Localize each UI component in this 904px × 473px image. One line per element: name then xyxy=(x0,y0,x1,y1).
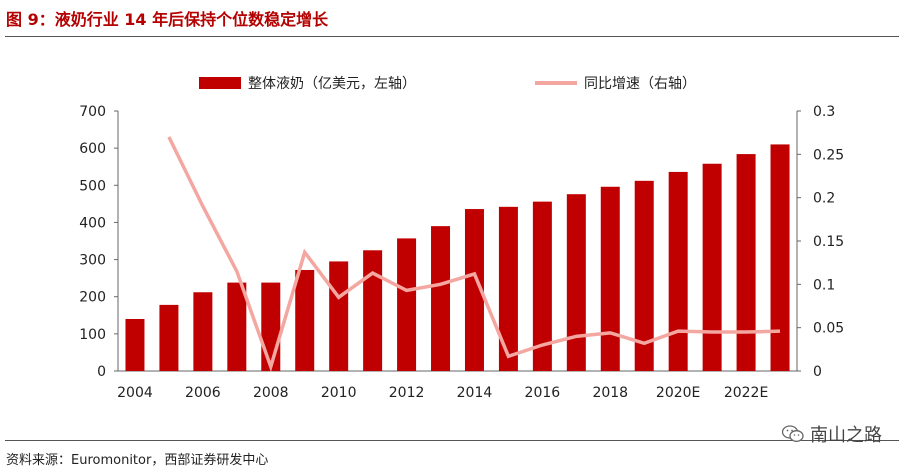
watermark-text: 南山之路 xyxy=(810,425,882,446)
bar-2021E xyxy=(702,163,722,371)
right-tick-label: 0.1 xyxy=(813,277,835,293)
x-tick-label: 2016 xyxy=(525,385,561,401)
source-note: 资料来源：Euromonitor，西部证券研发中心 xyxy=(6,453,269,468)
bar-2004 xyxy=(125,319,145,371)
left-tick-label: 100 xyxy=(79,327,106,343)
bar-2005 xyxy=(159,304,179,371)
x-tick-label: 2006 xyxy=(185,385,221,401)
x-tick-label: 2020E xyxy=(656,385,700,401)
x-tick-label: 2010 xyxy=(321,385,357,401)
bar-2010 xyxy=(329,261,349,371)
bar-2019 xyxy=(634,180,654,371)
x-tick-label: 2004 xyxy=(117,385,153,401)
x-tick-label: 2018 xyxy=(592,385,628,401)
bar-2007 xyxy=(227,282,247,371)
left-tick-label: 600 xyxy=(79,141,106,157)
combo-chart: 0 100 200 300 400 500 600 700 0 0.05 0.1 0.15 0.2 0.2… xyxy=(79,76,844,401)
watermark: 南山之路 xyxy=(781,421,882,447)
bottom-divider xyxy=(5,440,899,441)
bar-2022E xyxy=(736,154,756,371)
right-tick-label: 0.3 xyxy=(813,104,835,120)
x-tick-label: 2022E xyxy=(724,385,768,401)
right-tick-label: 0.15 xyxy=(813,234,844,250)
left-tick-label: 300 xyxy=(79,253,106,269)
bar-2023E xyxy=(770,144,790,371)
top-divider xyxy=(5,36,899,37)
wechat-icon xyxy=(781,425,804,443)
growth-line xyxy=(167,136,781,373)
bar-2012 xyxy=(397,238,417,371)
legend-bar-swatch xyxy=(199,77,241,89)
legend-bar-label: 整体液奶（亿美元，左轴） xyxy=(248,76,416,92)
left-tick-label: 700 xyxy=(79,104,106,120)
bar-2006 xyxy=(193,292,213,371)
right-tick-label: 0.25 xyxy=(813,147,844,163)
x-tick-label: 2012 xyxy=(389,385,425,401)
left-tick-label: 500 xyxy=(79,178,106,194)
left-tick-label: 400 xyxy=(79,215,106,231)
bar-2015 xyxy=(498,206,518,371)
left-tick-label: 0 xyxy=(97,364,106,380)
bar-2020E xyxy=(668,171,688,371)
left-tick-label: 200 xyxy=(79,290,106,306)
bar-2011 xyxy=(363,250,383,371)
bar-2018 xyxy=(600,186,620,371)
bar-2008 xyxy=(261,282,281,371)
right-tick-label: 0.2 xyxy=(813,191,835,207)
right-tick-label: 0.05 xyxy=(813,321,844,337)
bar-2017 xyxy=(566,194,586,371)
bar-2013 xyxy=(431,226,451,371)
bar-2014 xyxy=(464,209,484,371)
legend-line-label: 同比增速（右轴） xyxy=(584,76,696,92)
x-tick-label: 2014 xyxy=(457,385,493,401)
chart-title: 图 9：液奶行业 14 年后保持个位数稳定增长 xyxy=(6,10,329,29)
x-tick-label: 2008 xyxy=(253,385,289,401)
right-tick-label: 0 xyxy=(813,364,822,380)
bar-2016 xyxy=(532,201,552,371)
bar-2009 xyxy=(295,269,315,371)
